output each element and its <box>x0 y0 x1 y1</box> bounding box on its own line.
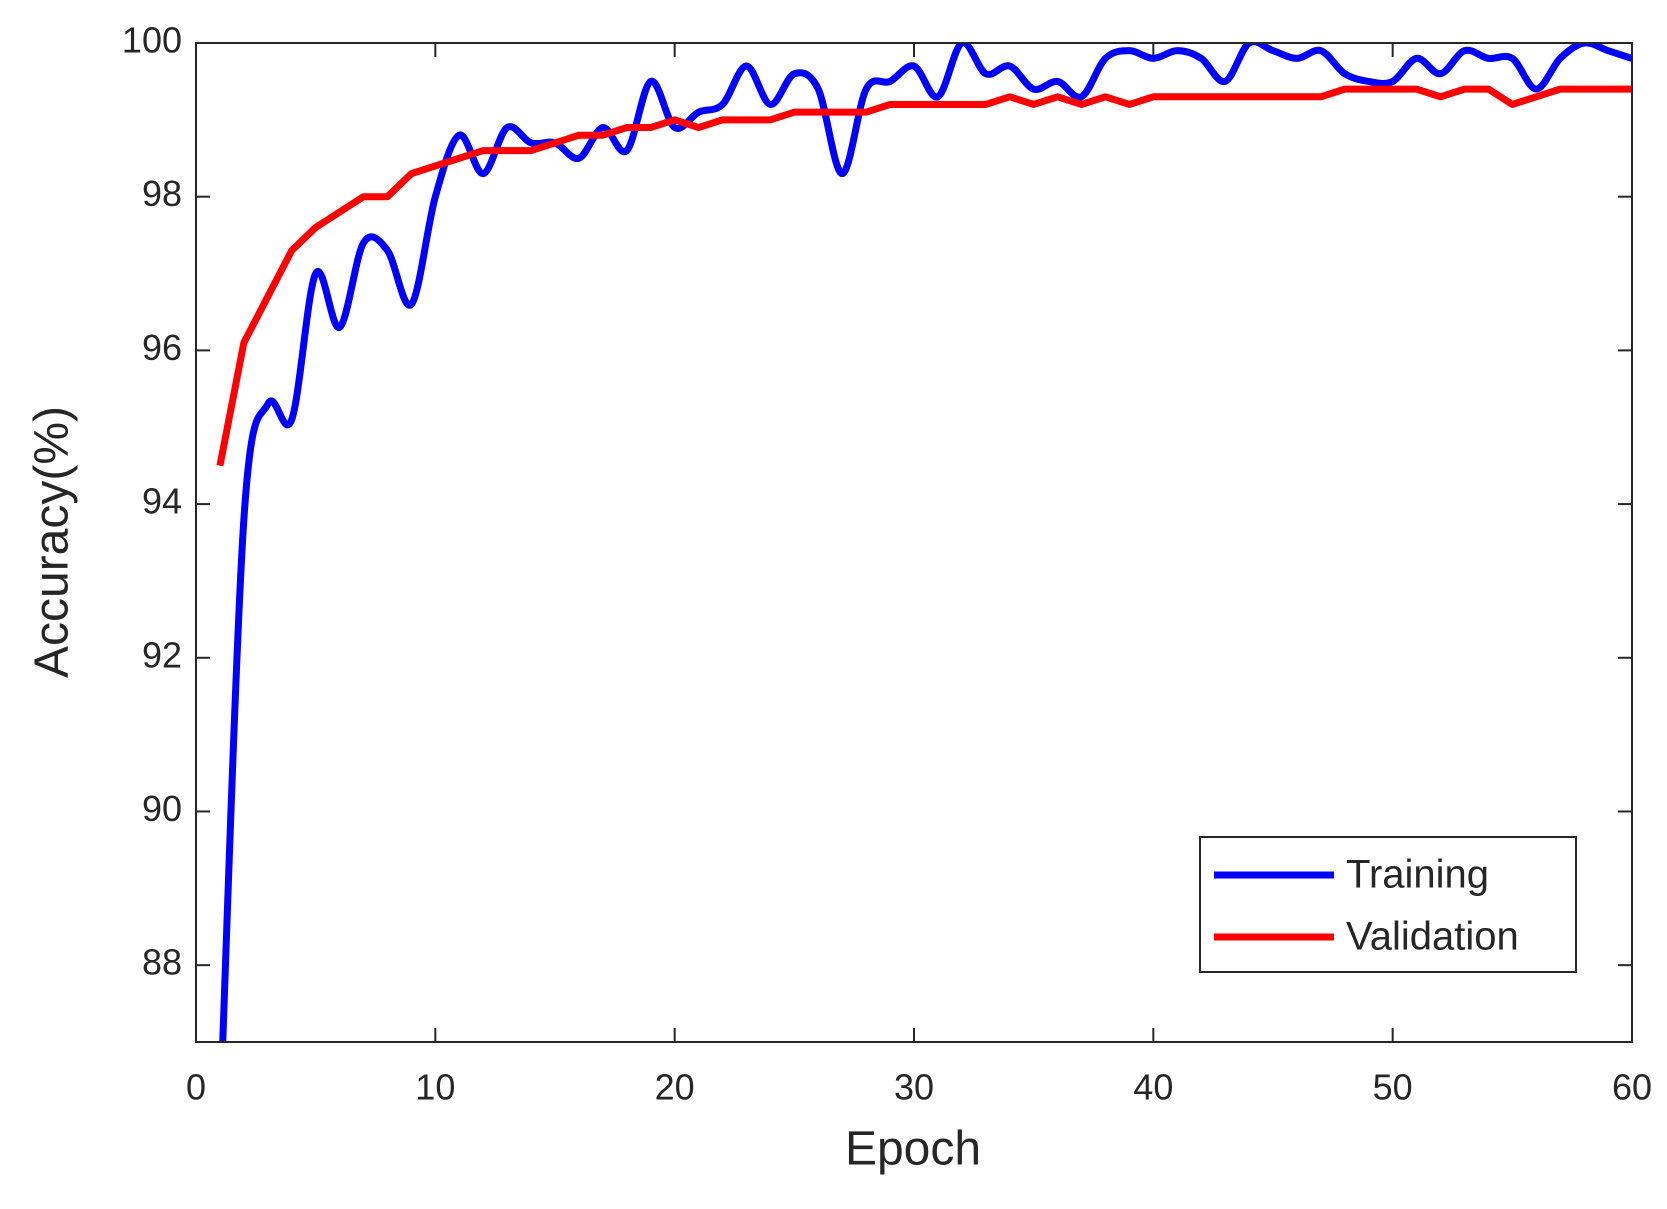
legend-label: Training <box>1346 853 1489 897</box>
legend-label: Validation <box>1346 915 1519 959</box>
y-tick-label: 96 <box>142 327 182 368</box>
y-axis-label: Accuracy(%) <box>26 406 79 678</box>
x-tick-label: 20 <box>655 1067 695 1108</box>
x-tick-label: 50 <box>1373 1067 1413 1108</box>
y-tick-label: 98 <box>142 173 182 214</box>
x-tick-label: 30 <box>894 1067 934 1108</box>
x-axis-label: Epoch <box>845 1123 981 1176</box>
x-tick-label: 40 <box>1133 1067 1173 1108</box>
series-line <box>219 43 1632 1042</box>
y-tick-label: 88 <box>142 942 182 983</box>
legend-box <box>1199 836 1577 973</box>
x-tick-label: 0 <box>186 1067 206 1108</box>
y-tick-label: 100 <box>122 20 182 61</box>
x-tick-label: 10 <box>415 1067 455 1108</box>
x-tick-label: 60 <box>1612 1067 1652 1108</box>
plot-frame <box>195 42 1633 1043</box>
plot-area <box>216 43 1632 1042</box>
y-tick-label: 92 <box>142 634 182 675</box>
series-line <box>216 85 1632 467</box>
y-tick-label: 94 <box>142 481 182 522</box>
y-tick-label: 90 <box>142 788 182 829</box>
